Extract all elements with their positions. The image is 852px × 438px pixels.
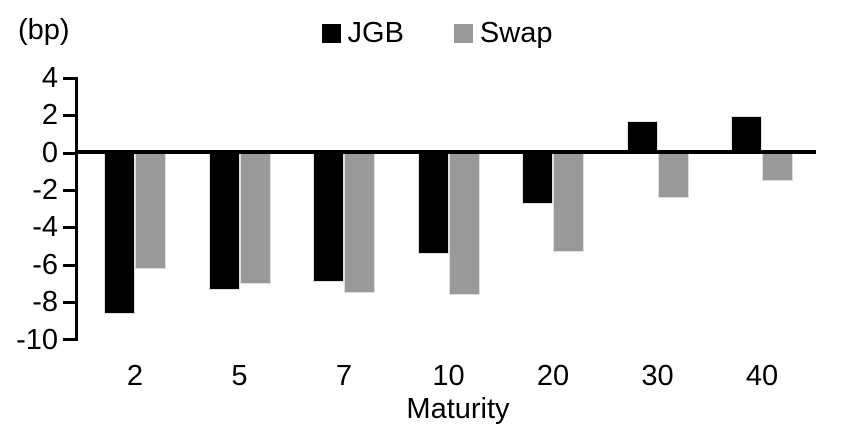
y-axis-tick-label: -6	[32, 248, 58, 281]
y-axis-tick	[63, 263, 78, 267]
y-axis-tick	[63, 301, 78, 305]
legend-swatch-jgb-icon	[321, 23, 341, 43]
y-axis-tick-label: -4	[32, 211, 58, 244]
bar-swap-30	[657, 153, 689, 198]
bar-jgb-30	[626, 121, 658, 154]
y-axis-tick-label: -2	[32, 173, 58, 206]
x-axis-category-label: 40	[745, 360, 779, 392]
bar-swap-5	[239, 153, 271, 284]
bar-jgb-2	[104, 153, 135, 314]
x-axis-category-label: 7	[335, 360, 353, 392]
y-axis-tick	[63, 226, 78, 230]
y-axis-line	[75, 76, 78, 342]
legend-label-jgb: JGB	[347, 17, 404, 49]
bar-swap-7	[344, 153, 375, 294]
zero-line	[75, 150, 816, 154]
bar-swap-10	[448, 153, 480, 296]
bar-jgb-40	[731, 115, 762, 154]
x-axis-category-label: 5	[231, 360, 248, 392]
bar-swap-40	[762, 153, 793, 182]
bar-jgb-10	[417, 153, 449, 255]
legend: JGB Swap	[22, 16, 852, 50]
bar-jgb-20	[522, 153, 553, 204]
y-axis-tick-label: -10	[16, 323, 58, 356]
bar-jgb-5	[208, 153, 240, 290]
y-axis-tick-label: 0	[41, 136, 58, 169]
legend-label-swap: Swap	[479, 17, 553, 49]
legend-swatch-swap-icon	[453, 23, 473, 43]
y-axis-tick	[63, 151, 78, 155]
y-axis-unit-label: (bp)	[18, 14, 70, 46]
y-axis-tick-label: -8	[32, 286, 58, 319]
y-axis-tick-label: 4	[41, 61, 58, 94]
x-axis-title: Maturity	[406, 393, 510, 425]
legend-item-jgb: JGB	[321, 16, 404, 50]
x-axis-category-label: 20	[536, 360, 570, 392]
x-axis-category-label: 10	[432, 360, 465, 392]
y-axis-tick	[63, 188, 78, 192]
bar-jgb-7	[313, 153, 344, 283]
y-axis-tick-label: 2	[41, 99, 58, 132]
x-axis-category-label: 30	[641, 360, 674, 392]
bar-swap-20	[553, 153, 584, 253]
legend-item-swap: Swap	[453, 16, 553, 50]
bar-swap-2	[135, 153, 166, 269]
y-axis-tick	[63, 338, 78, 342]
x-axis-category-label: 2	[126, 360, 144, 392]
y-axis-tick	[63, 76, 78, 80]
y-axis-tick	[63, 114, 78, 118]
